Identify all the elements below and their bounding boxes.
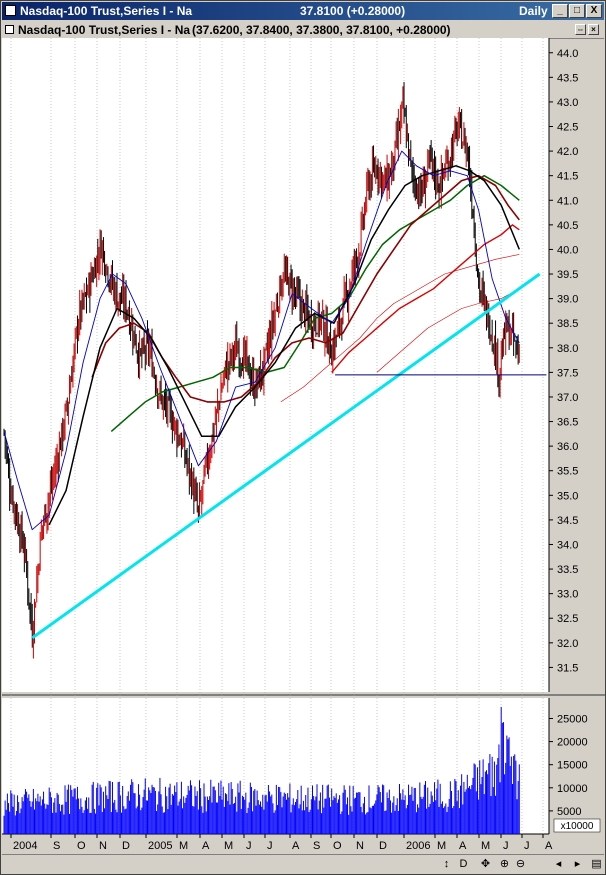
price-volume-chart[interactable]: 31.5 32.0 32.5 33.0 33.5 34.0 34.5 35.0 35.5 36.0…: [1, 38, 606, 853]
ma-red-thin: [280, 254, 520, 403]
price-tick-label-16: 39.5: [557, 269, 578, 281]
volume-tick-label-1: 10000: [557, 783, 588, 795]
price-tick-label-10: 36.5: [557, 417, 578, 429]
gridlines: [10, 38, 544, 834]
legend-bar: Nasdaq-100 Trust,Series I - Na (37.6200,…: [2, 21, 604, 39]
time-tick-label-15: D: [379, 840, 387, 852]
crosshair-icon[interactable]: ⊕: [499, 858, 510, 870]
price-tick-label-18: 40.5: [557, 220, 578, 232]
price-tick-label-15: 39.0: [557, 294, 578, 306]
price-tick-label-25: 44.0: [557, 48, 578, 60]
price-tick-label-22: 42.5: [557, 122, 578, 134]
scroll-left-icon[interactable]: ◂: [555, 858, 562, 870]
price-tick-label-5: 34.0: [557, 539, 578, 551]
time-tick-label-2: O: [77, 840, 86, 852]
moving-averages: [3, 150, 520, 531]
time-tick-label-6: M: [179, 840, 188, 852]
price-tick-label-19: 41.0: [557, 195, 578, 207]
time-axis-labels: 2004 S O N D 2005 M A M J J A S O N D 2006 M A M J J A: [10, 834, 553, 852]
volume-tick-label-3: 20000: [557, 737, 588, 749]
time-tick-label-13: O: [333, 840, 342, 852]
scroll-icon[interactable]: ↕: [443, 858, 450, 870]
time-tick-label-8: M: [224, 840, 233, 852]
drawn-lines[interactable]: [31, 272, 547, 640]
ma-green: [110, 174, 520, 432]
time-tick-label-20: J: [503, 840, 509, 852]
time-tick-label-14: N: [356, 840, 364, 852]
time-tick-label-3: N: [99, 840, 107, 852]
price-tick-label-17: 40.0: [557, 244, 578, 256]
time-tick-label-7: A: [202, 840, 210, 852]
price-tick-label-6: 34.5: [557, 515, 578, 527]
volume-tick-label-2: 15000: [557, 760, 588, 772]
title-bar: Nasdaq-100 Trust,Series I - Na 37.8100 (…: [2, 2, 604, 20]
price-tick-label-13: 38.0: [557, 343, 578, 355]
price-tick-label-1: 32.0: [557, 638, 578, 650]
volume-tick-label-0: 5000: [557, 806, 581, 818]
zoom-icon[interactable]: ⊖: [515, 858, 526, 870]
navigation-bar: ↕ D ✥ ⊕ ⊖ ◂ ▸ ▤: [2, 854, 604, 874]
time-tick-label-11: A: [292, 840, 300, 852]
price-tick-label-8: 35.5: [557, 466, 578, 478]
ma-red-thin-2: [376, 288, 520, 373]
period-icon[interactable]: D: [459, 858, 468, 870]
ma-black: [48, 165, 520, 526]
time-tick-label-18: A: [459, 840, 467, 852]
chart-window-icon: [5, 5, 16, 16]
series-icon: [5, 25, 14, 34]
maximize-button[interactable]: □: [569, 4, 585, 18]
price-tick-label-3: 33.0: [557, 589, 578, 601]
minimize-button[interactable]: _: [552, 4, 568, 18]
price-tick-label-14: 38.5: [557, 318, 578, 330]
ma-red: [331, 224, 520, 373]
scroll-right-icon[interactable]: ▸: [574, 858, 581, 870]
time-tick-label-17: M: [437, 840, 446, 852]
window-title: Nasdaq-100 Trust,Series I - Na: [20, 4, 193, 18]
series-label: Nasdaq-100 Trust,Series I - Na: [18, 23, 191, 37]
time-tick-label-19: M: [481, 840, 490, 852]
price-tick-label-4: 33.5: [557, 564, 578, 576]
close-pane-button[interactable]: ×: [588, 24, 599, 35]
price-tick-label-2: 32.5: [557, 613, 578, 625]
ohlc-values: (37.6200, 37.8400, 37.3800, 37.8100, +0.…: [192, 23, 451, 37]
volume-bars: [3, 706, 520, 834]
pan-icon[interactable]: ✥: [480, 858, 491, 870]
price-tick-label-7: 35.0: [557, 490, 578, 502]
last-value: 37.8100 (+0.28000): [300, 4, 406, 18]
volume-unit-label: x10000: [561, 821, 594, 832]
period-label[interactable]: Daily: [519, 4, 548, 18]
time-tick-label-16: 2006: [406, 840, 430, 852]
price-tick-label-9: 36.0: [557, 441, 578, 453]
price-tick-label-24: 43.5: [557, 72, 578, 84]
price-axis-labels: 31.5 32.0 32.5 33.0 33.5 34.0 34.5 35.0 35.5 36.0…: [549, 48, 578, 674]
price-tick-label-11: 37.0: [557, 392, 578, 404]
price-bars: [3, 82, 520, 659]
volume-tick-label-4: 25000: [557, 713, 588, 725]
time-tick-label-4: D: [122, 840, 130, 852]
time-tick-label-12: S: [313, 840, 320, 852]
volume-axis-labels: 5000 10000 15000 20000 25000: [549, 713, 588, 818]
scroll-end-icon[interactable]: ▤: [591, 858, 602, 870]
time-tick-label-5: 2005: [148, 840, 172, 852]
price-tick-label-20: 41.5: [557, 171, 578, 183]
trendline: [31, 272, 541, 640]
ma-fast: [3, 150, 520, 531]
price-tick-label-0: 31.5: [557, 662, 578, 674]
close-button[interactable]: X: [586, 4, 602, 18]
price-tick-label-21: 42.0: [557, 146, 578, 158]
price-tick-label-23: 43.0: [557, 97, 578, 109]
time-tick-label-1: S: [53, 840, 60, 852]
time-tick-label-9: J: [246, 840, 252, 852]
price-pane: [2, 38, 549, 692]
time-tick-label-0: 2004: [13, 840, 37, 852]
price-tick-label-12: 37.5: [557, 367, 578, 379]
time-tick-label-21: J: [524, 840, 530, 852]
time-tick-label-22: A: [545, 840, 553, 852]
restore-pane-button[interactable]: ⇔: [575, 24, 586, 35]
time-tick-label-10: J: [267, 840, 273, 852]
volume-unit-box: [553, 818, 601, 833]
